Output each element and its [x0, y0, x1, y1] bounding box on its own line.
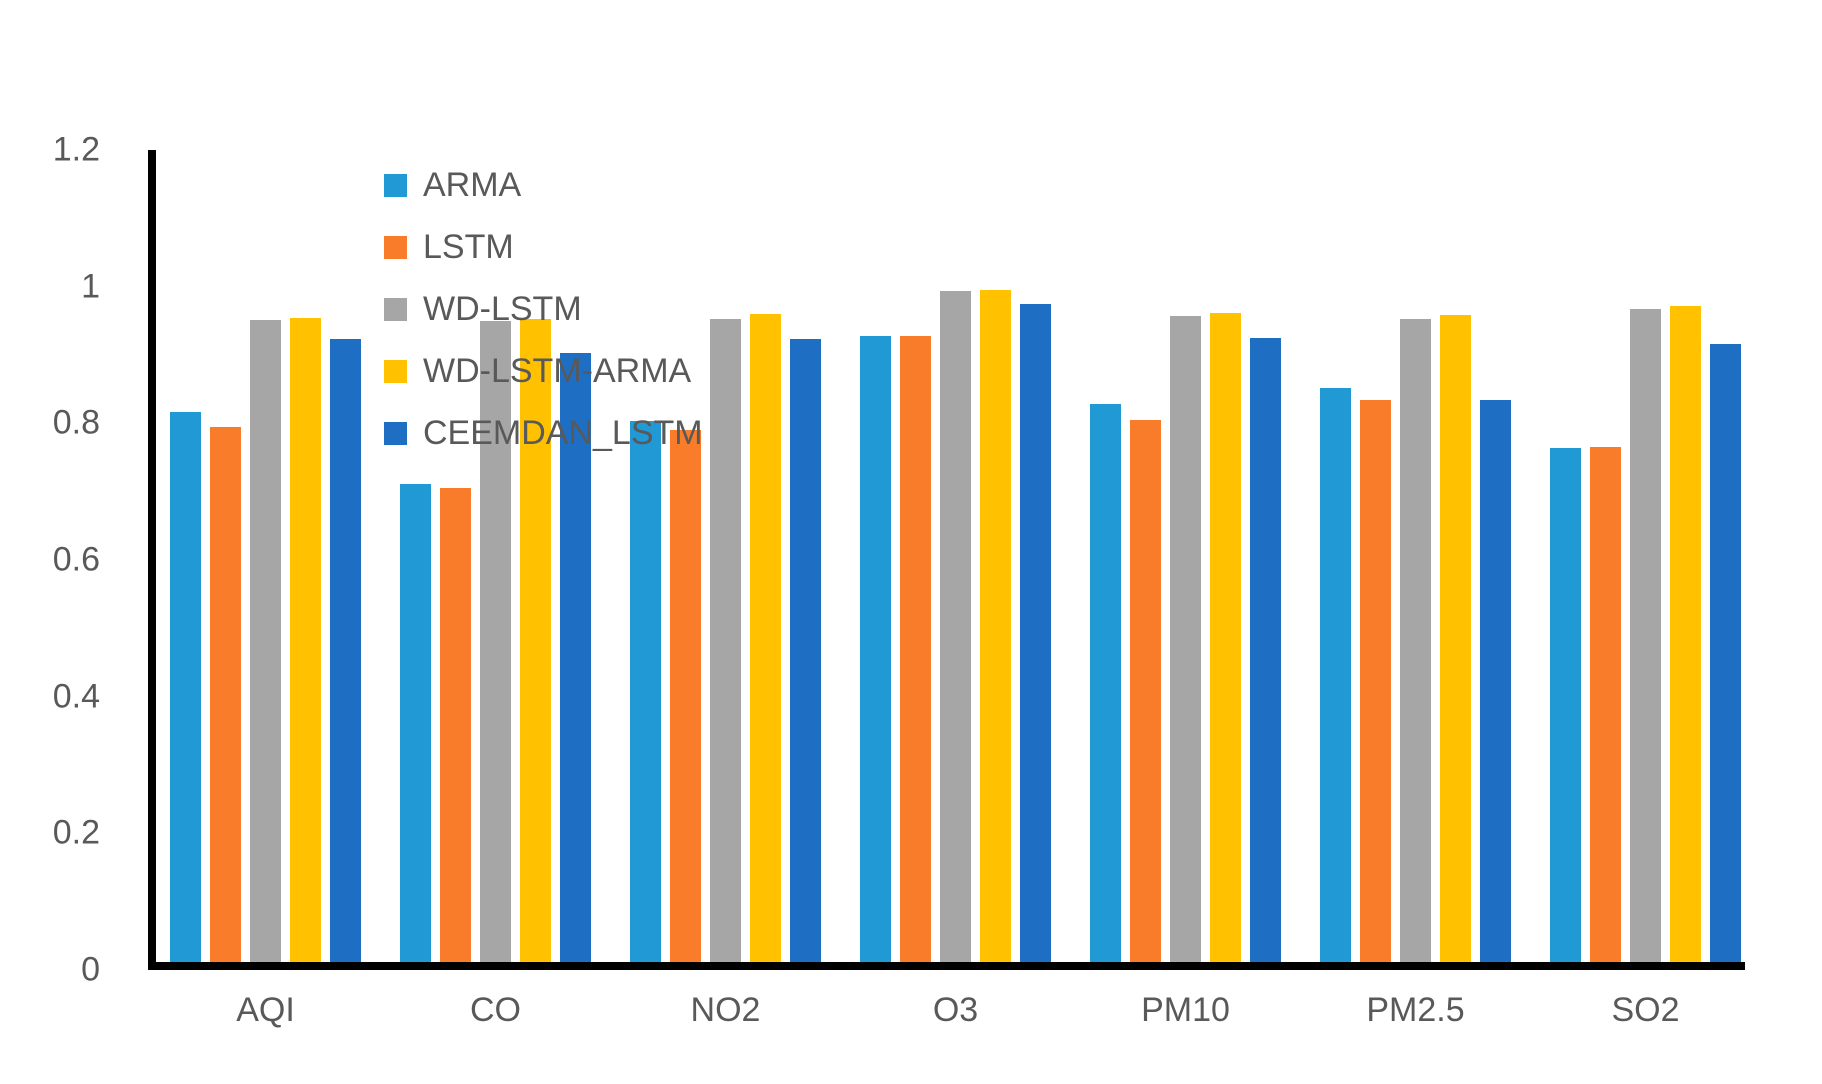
legend-swatch-WD-LSTM-ARMA: [384, 359, 407, 383]
y-tick-0: 0: [81, 950, 100, 989]
bar-PM2.5-ARMA: [1320, 387, 1351, 962]
bar-PM10-WD-LSTM: [1170, 316, 1201, 962]
bar-SO2-WD-LSTM-ARMA: [1670, 306, 1701, 962]
x-label-SO2: SO2: [1611, 991, 1680, 1029]
bar-NO2-WD-LSTM: [710, 318, 741, 962]
y-tick-1: 1: [81, 267, 100, 306]
bar-group-O3: O3: [860, 150, 1051, 1029]
bar-group-CO: CO: [400, 150, 591, 1029]
bar-SO2-LSTM: [1590, 447, 1621, 962]
bar-PM2.5-CEEMDAN_LSTM: [1480, 399, 1511, 962]
legend-swatch-CEEMDAN_LSTM: [384, 421, 407, 445]
bar-PM10-CEEMDAN_LSTM: [1250, 338, 1281, 962]
x-label-PM2.5: PM2.5: [1366, 991, 1465, 1029]
bar-PM10-LSTM: [1130, 420, 1161, 962]
bar-O3-CEEMDAN_LSTM: [1020, 303, 1051, 962]
x-label-O3: O3: [932, 991, 979, 1029]
bar-groups: AQI CO NO2 O3 PM10 PM2.5 SO2: [156, 150, 1745, 1029]
legend-swatch-LSTM: [384, 235, 407, 259]
legend-item-ARMA: ARMA: [384, 166, 703, 204]
y-tick-0.4: 0.4: [52, 677, 100, 716]
bar-PM10-WD-LSTM-ARMA: [1210, 313, 1241, 962]
bar-SO2-WD-LSTM: [1630, 309, 1661, 962]
bar-CO-WD-LSTM: [480, 320, 511, 962]
legend-label-CEEMDAN_LSTM: CEEMDAN_LSTM: [423, 413, 703, 452]
bar-NO2-LSTM: [670, 430, 701, 962]
legend-swatch-ARMA: [384, 173, 407, 197]
y-tick-0.2: 0.2: [52, 813, 100, 852]
bar-O3-ARMA: [860, 336, 891, 962]
bar-NO2-CEEMDAN_LSTM: [790, 339, 821, 962]
bar-NO2-ARMA: [630, 421, 661, 962]
legend-item-WD-LSTM: WD-LSTM: [384, 290, 703, 328]
bar-SO2-CEEMDAN_LSTM: [1710, 344, 1741, 962]
x-label-PM10: PM10: [1141, 991, 1230, 1029]
bar-AQI-WD-LSTM-ARMA: [290, 317, 321, 962]
bar-PM2.5-LSTM: [1360, 399, 1391, 962]
bar-group-NO2: NO2: [630, 150, 821, 1029]
plot-area: AQI CO NO2 O3 PM10 PM2.5 SO2 ARMA LSTM WD-LSTM WD…: [148, 150, 1745, 1029]
legend-item-LSTM: LSTM: [384, 228, 703, 266]
legend-label-LSTM: LSTM: [423, 227, 514, 266]
bar-O3-LSTM: [900, 336, 931, 962]
legend-item-WD-LSTM-ARMA: WD-LSTM-ARMA: [384, 352, 703, 390]
legend-item-CEEMDAN_LSTM: CEEMDAN_LSTM: [384, 414, 703, 452]
bar-AQI-LSTM: [210, 427, 241, 962]
y-tick-0.8: 0.8: [52, 403, 100, 442]
legend-label-WD-LSTM-ARMA: WD-LSTM-ARMA: [423, 351, 692, 390]
bar-AQI-WD-LSTM: [250, 319, 281, 962]
legend-label-ARMA: ARMA: [423, 165, 522, 204]
bar-CO-LSTM: [440, 488, 471, 962]
bar-NO2-WD-LSTM-ARMA: [750, 313, 781, 962]
x-label-CO: CO: [470, 991, 521, 1029]
bar-PM2.5-WD-LSTM-ARMA: [1440, 315, 1471, 962]
bar-CO-CEEMDAN_LSTM: [560, 353, 591, 962]
legend-label-WD-LSTM: WD-LSTM: [423, 289, 582, 328]
legend-swatch-WD-LSTM: [384, 297, 407, 321]
bar-PM2.5-WD-LSTM: [1400, 318, 1431, 962]
bar-group-PM10: PM10: [1090, 150, 1281, 1029]
bar-group-SO2: SO2: [1550, 150, 1741, 1029]
bar-AQI-ARMA: [170, 411, 201, 962]
y-tick-1.2: 1.2: [52, 130, 100, 169]
y-tick-0.6: 0.6: [52, 540, 100, 579]
bar-PM10-ARMA: [1090, 404, 1121, 962]
x-label-AQI: AQI: [236, 991, 295, 1029]
bar-AQI-CEEMDAN_LSTM: [330, 339, 361, 962]
bar-SO2-ARMA: [1550, 447, 1581, 962]
bar-O3-WD-LSTM: [940, 291, 971, 962]
bar-group-PM2.5: PM2.5: [1320, 150, 1511, 1029]
bar-O3-WD-LSTM-ARMA: [980, 290, 1011, 962]
x-label-NO2: NO2: [690, 991, 761, 1029]
bar-CO-ARMA: [400, 484, 431, 962]
bar-CO-WD-LSTM-ARMA: [520, 318, 551, 962]
bar-group-AQI: AQI: [170, 150, 361, 1029]
legend: ARMA LSTM WD-LSTM WD-LSTM-ARMA CEEMDAN_LSTM: [384, 166, 703, 452]
